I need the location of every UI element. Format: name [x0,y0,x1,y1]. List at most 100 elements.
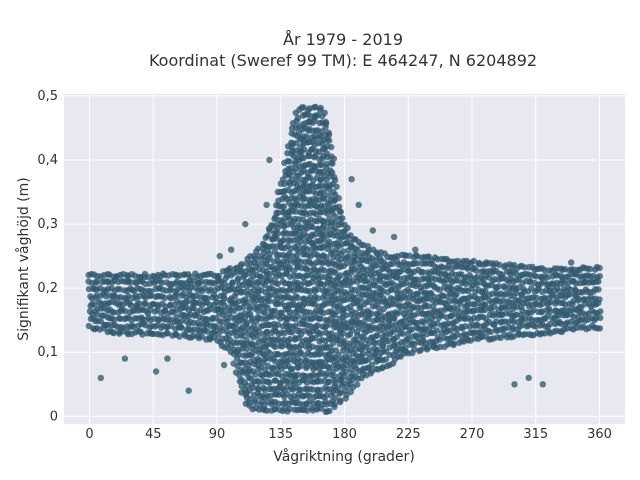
data-point [344,224,351,231]
data-point [323,150,331,157]
data-point [365,356,372,363]
data-point [289,365,296,373]
data-point [334,307,341,315]
data-point [110,329,117,337]
x-tick-label: 180 [332,427,357,442]
data-point [317,315,324,322]
data-point [242,220,249,228]
x-tick-label: 225 [396,427,421,442]
data-point [274,224,282,231]
data-point [176,333,183,340]
x-tick-label: 135 [268,427,293,442]
data-point [332,394,339,402]
data-point [368,310,375,317]
data-point [263,201,270,209]
data-point [275,266,282,274]
data-point [317,330,325,337]
data-point [413,276,420,283]
data-point [496,261,503,269]
data-point [286,264,293,271]
data-point [152,368,160,375]
data-point [329,340,337,347]
data-point [229,279,236,286]
y-tick-label: 0,3 [37,217,58,232]
data-point [453,290,460,298]
data-point [286,281,293,288]
data-point [326,272,333,280]
data-point [473,281,480,288]
data-point [597,308,604,315]
data-point [97,374,105,382]
y-tick-label: 0,5 [37,89,58,104]
data-point [300,104,307,111]
data-point [252,371,259,378]
data-point [127,279,135,286]
data-point [487,328,494,336]
data-point [411,346,418,353]
data-point [255,386,262,393]
data-point [294,178,302,185]
data-point [255,328,262,335]
data-point [136,300,143,307]
data-point [343,260,350,267]
data-point [326,137,333,144]
data-point [110,309,118,316]
data-point [570,297,577,305]
data-point [122,308,129,315]
data-point [568,259,575,266]
data-point [348,176,355,183]
data-point [462,323,469,330]
data-point [581,301,588,308]
data-point [264,304,271,311]
data-point [266,379,273,386]
data-point [511,381,518,388]
data-point [178,324,185,331]
data-point [184,297,191,305]
data-point [402,344,409,352]
data-point [547,308,554,315]
y-tick-label: 0,2 [37,281,58,296]
data-point [326,407,333,415]
data-point [391,315,398,322]
data-point [337,208,344,216]
data-point [509,326,517,333]
data-point [597,314,604,322]
data-point [390,233,398,241]
data-point [366,347,373,354]
data-point [263,407,271,414]
data-point [127,302,134,309]
data-point [539,308,546,315]
data-point [274,321,282,328]
data-point [221,295,228,302]
data-point [321,109,328,117]
data-point [314,322,321,329]
data-point [312,334,319,342]
data-point [286,405,294,413]
data-point [173,291,180,298]
data-point [331,373,338,380]
data-point [329,160,336,167]
data-point [405,335,412,343]
data-point [306,152,313,160]
data-point [288,329,296,336]
data-point [220,361,228,369]
data-point [332,269,339,276]
data-point [328,143,335,151]
data-point [334,356,341,364]
data-point [470,257,477,265]
data-point [110,316,118,323]
data-point [335,194,342,202]
data-point [303,407,311,414]
data-point [312,103,319,111]
data-point [228,246,235,253]
data-point [473,267,480,274]
data-point [357,296,364,303]
data-point [139,331,146,338]
chart-title-line1: År 1979 - 2019 [283,30,403,49]
data-point [224,317,231,325]
data-point [272,358,279,365]
data-point [275,209,282,216]
data-point [303,363,310,370]
data-point [345,253,353,260]
data-point [329,169,336,176]
